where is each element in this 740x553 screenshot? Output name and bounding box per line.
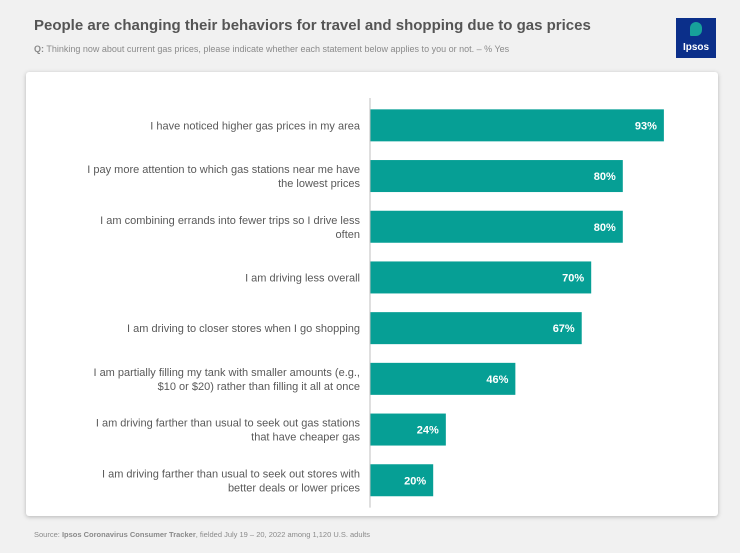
source-details: , fielded July 19 – 20, 2022 among 1,120…: [195, 530, 371, 539]
bar-8: [370, 464, 434, 497]
category-label-6: I am partially filling my tank with smal…: [93, 367, 360, 393]
ipsos-logo: Ipsos: [676, 18, 716, 58]
bar-1: [370, 109, 664, 142]
bar-4: [370, 261, 592, 294]
value-label-6: 46%: [486, 374, 508, 386]
value-label-5: 67%: [553, 323, 575, 335]
value-label-3: 80%: [594, 222, 616, 234]
bar-2: [370, 160, 623, 193]
category-label-8: I am driving farther than usual to seek …: [102, 468, 361, 494]
speech-bubble-icon: [690, 22, 702, 36]
value-label-7: 24%: [417, 425, 439, 437]
bar-6: [370, 362, 516, 395]
bar-5: [370, 312, 582, 345]
question-text: Q: Thinking now about current gas prices…: [34, 44, 509, 54]
value-label-1: 93%: [635, 120, 657, 132]
source-note: Source: Ipsos Coronavirus Consumer Track…: [34, 530, 370, 539]
bar-chart: 93% I have noticed higher gas prices in m…: [87, 98, 664, 508]
category-label-5: I am driving to closer stores when I go …: [127, 323, 360, 335]
value-label-4: 70%: [562, 272, 584, 284]
value-label-8: 20%: [404, 475, 426, 487]
chart-title: People are changing their behaviors for …: [34, 17, 591, 34]
value-label-2: 80%: [594, 171, 616, 183]
category-label-1: I have noticed higher gas prices in my a…: [150, 120, 361, 132]
category-label-4: I am driving less overall: [245, 272, 360, 284]
bar-7: [370, 413, 446, 446]
category-label-2: I pay more attention to which gas statio…: [87, 164, 360, 190]
question-body: Thinking now about current gas prices, p…: [46, 44, 510, 54]
logo-wordmark: Ipsos: [682, 42, 710, 53]
question-prefix: Q:: [34, 44, 44, 54]
bar-3: [370, 210, 623, 243]
category-label-7: I am driving farther than usual to seek …: [96, 418, 361, 444]
chart-card: 93% I have noticed higher gas prices in m…: [26, 72, 718, 516]
source-prefix: Source:: [34, 530, 62, 539]
category-label-3: I am combining errands into fewer trips …: [100, 215, 360, 241]
source-name: Ipsos Coronavirus Consumer Tracker: [61, 530, 196, 539]
